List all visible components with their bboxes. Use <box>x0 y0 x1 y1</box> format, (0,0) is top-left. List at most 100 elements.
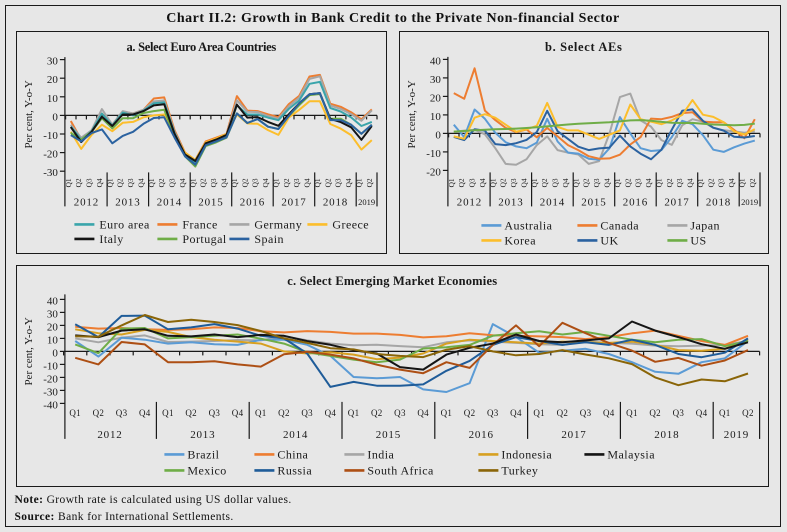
svg-text:Per cent, Y-o-Y: Per cent, Y-o-Y <box>405 80 417 148</box>
svg-text:Greece: Greece <box>332 217 369 231</box>
svg-text:Indonesia: Indonesia <box>501 447 552 461</box>
svg-text:10: 10 <box>46 92 58 104</box>
svg-text:Q1: Q1 <box>312 178 321 187</box>
svg-text:Q3: Q3 <box>716 178 725 187</box>
svg-text:20: 20 <box>46 321 58 333</box>
svg-text:Q3: Q3 <box>592 178 601 187</box>
svg-text:2018: 2018 <box>654 428 679 440</box>
svg-text:2017: 2017 <box>281 196 306 208</box>
svg-text:Q2: Q2 <box>92 407 104 417</box>
svg-text:Per cent, Y-o-Y: Per cent, Y-o-Y <box>22 317 34 385</box>
svg-text:40: 40 <box>46 295 58 307</box>
svg-text:Q4: Q4 <box>477 178 486 187</box>
svg-text:China: China <box>277 447 308 461</box>
svg-text:2017: 2017 <box>664 196 689 208</box>
svg-text:Malaysia: Malaysia <box>607 447 655 461</box>
svg-text:2015: 2015 <box>198 196 223 208</box>
svg-text:10: 10 <box>46 334 58 346</box>
svg-text:Q2: Q2 <box>240 178 249 187</box>
svg-text:2016: 2016 <box>468 428 493 440</box>
svg-text:Q1: Q1 <box>488 178 497 187</box>
svg-text:2017: 2017 <box>561 428 586 440</box>
svg-text:Q2: Q2 <box>706 178 715 187</box>
svg-text:Q4: Q4 <box>344 178 353 187</box>
svg-text:Q2: Q2 <box>556 407 568 417</box>
svg-text:Australia: Australia <box>504 218 552 232</box>
svg-text:South Africa: South Africa <box>367 463 434 477</box>
svg-text:20: 20 <box>429 92 441 104</box>
svg-text:2014: 2014 <box>282 428 307 440</box>
svg-text:2018: 2018 <box>705 196 730 208</box>
svg-text:2012: 2012 <box>73 196 98 208</box>
svg-text:Q2: Q2 <box>747 178 756 187</box>
svg-text:Q2: Q2 <box>742 407 754 417</box>
svg-text:Q1: Q1 <box>162 407 174 417</box>
svg-text:Russia: Russia <box>277 463 312 477</box>
svg-text:Turkey: Turkey <box>501 463 538 477</box>
svg-text:Q4: Q4 <box>94 178 103 187</box>
svg-text:2014: 2014 <box>156 196 181 208</box>
svg-text:Canada: Canada <box>600 218 639 232</box>
svg-text:40: 40 <box>429 55 441 67</box>
svg-text:-20: -20 <box>426 166 441 178</box>
svg-text:Q1: Q1 <box>146 178 155 187</box>
svg-text:2019: 2019 <box>723 428 748 440</box>
svg-text:Q4: Q4 <box>602 178 611 187</box>
svg-text:30: 30 <box>429 73 441 85</box>
svg-text:Q2: Q2 <box>498 178 507 187</box>
svg-text:-10: -10 <box>43 130 58 142</box>
svg-text:Q1: Q1 <box>718 407 730 417</box>
svg-text:Q2: Q2 <box>74 178 83 187</box>
svg-text:Spain: Spain <box>254 231 284 245</box>
svg-text:-40: -40 <box>43 399 58 411</box>
svg-text:Q3: Q3 <box>550 178 559 187</box>
svg-text:Q4: Q4 <box>510 407 522 417</box>
svg-text:Q1: Q1 <box>105 178 114 187</box>
svg-text:Portugal: Portugal <box>182 231 226 245</box>
svg-text:Q1: Q1 <box>440 407 452 417</box>
svg-text:20: 20 <box>46 74 58 86</box>
svg-text:Q2: Q2 <box>540 178 549 187</box>
svg-text:Q4: Q4 <box>231 407 243 417</box>
svg-text:Q2: Q2 <box>323 178 332 187</box>
svg-text:0: 0 <box>435 129 441 141</box>
svg-text:30: 30 <box>46 308 58 320</box>
svg-text:0: 0 <box>52 111 58 123</box>
svg-text:Q4: Q4 <box>138 407 150 417</box>
svg-text:Q3: Q3 <box>208 407 220 417</box>
svg-text:Q4: Q4 <box>261 178 270 187</box>
svg-text:2015: 2015 <box>375 428 400 440</box>
svg-text:Q1: Q1 <box>354 178 363 187</box>
svg-text:Q4: Q4 <box>519 178 528 187</box>
svg-text:Q1: Q1 <box>737 178 746 187</box>
svg-text:Q3: Q3 <box>84 178 93 187</box>
svg-text:Q2: Q2 <box>281 178 290 187</box>
svg-text:Q3: Q3 <box>333 178 342 187</box>
svg-text:Q1: Q1 <box>69 407 81 417</box>
svg-text:-30: -30 <box>43 386 58 398</box>
svg-text:Q4: Q4 <box>685 178 694 187</box>
svg-text:Q2: Q2 <box>581 178 590 187</box>
svg-text:Q1: Q1 <box>271 178 280 187</box>
svg-text:-10: -10 <box>43 360 58 372</box>
svg-text:Q4: Q4 <box>324 407 336 417</box>
svg-text:2019: 2019 <box>358 196 375 206</box>
svg-text:Q4: Q4 <box>302 178 311 187</box>
svg-text:Q3: Q3 <box>672 407 684 417</box>
svg-text:Q3: Q3 <box>675 178 684 187</box>
svg-text:Q2: Q2 <box>278 407 290 417</box>
svg-text:India: India <box>367 447 394 461</box>
svg-text:Q2: Q2 <box>463 407 475 417</box>
svg-text:Q2: Q2 <box>457 178 466 187</box>
svg-text:Q2: Q2 <box>649 407 661 417</box>
svg-text:Q1: Q1 <box>63 178 72 187</box>
svg-text:Q1: Q1 <box>529 178 538 187</box>
svg-text:-20: -20 <box>43 148 58 160</box>
svg-text:Q3: Q3 <box>301 407 313 417</box>
svg-text:UK: UK <box>600 233 618 247</box>
svg-text:Q2: Q2 <box>664 178 673 187</box>
svg-text:Q3: Q3 <box>394 407 406 417</box>
svg-text:2013: 2013 <box>115 196 140 208</box>
svg-text:Q4: Q4 <box>178 178 187 187</box>
svg-text:Q1: Q1 <box>571 178 580 187</box>
